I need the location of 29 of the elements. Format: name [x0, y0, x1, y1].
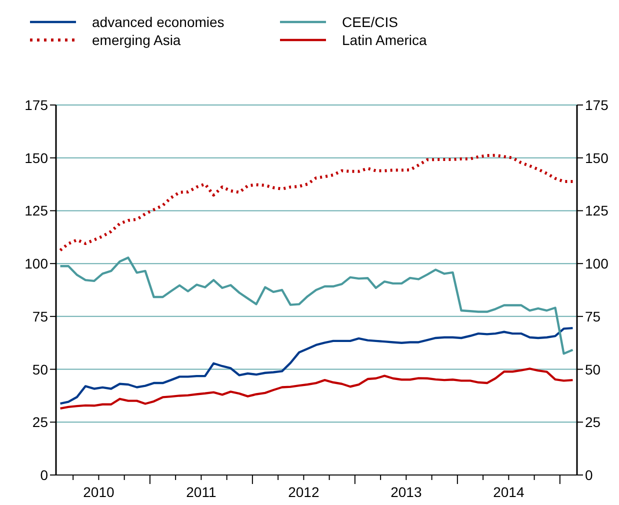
y-tick-label: 150 — [24, 150, 48, 166]
line-series — [59, 256, 574, 355]
line-series — [59, 326, 574, 405]
x-tick-label: 2012 — [288, 484, 320, 500]
line-series — [58, 154, 574, 252]
legend-label: advanced economies — [92, 14, 224, 30]
x-tick-label: 2014 — [493, 484, 524, 500]
x-tick-label: 2010 — [83, 484, 114, 500]
y2-tick-label: 50 — [585, 361, 601, 378]
y-tick-label: 175 — [24, 96, 48, 113]
x-tick-label: 2013 — [390, 484, 422, 500]
line-series — [59, 368, 574, 410]
y2-tick-label: 150 — [585, 150, 609, 166]
y2-tick-label: 75 — [585, 308, 601, 324]
x-tick-label: 2011 — [186, 484, 216, 500]
legend-label: CEE/CIS — [342, 14, 398, 30]
y-tick-label: 125 — [24, 202, 48, 219]
y2-tick-label: 25 — [585, 414, 601, 430]
y-tick-label: 25 — [32, 414, 48, 430]
y2-tick-label: 125 — [585, 202, 609, 219]
y2-tick-label: 0 — [585, 466, 593, 483]
legend-label: emerging Asia — [92, 32, 181, 48]
y-tick-label: 50 — [32, 361, 48, 378]
y2-tick-label: 175 — [585, 96, 609, 113]
y2-tick-label: 100 — [585, 256, 609, 272]
y-tick-label: 0 — [40, 466, 48, 483]
y-tick-label: 100 — [24, 256, 48, 272]
legend-label: Latin America — [342, 32, 427, 48]
y-tick-label: 75 — [32, 308, 48, 324]
